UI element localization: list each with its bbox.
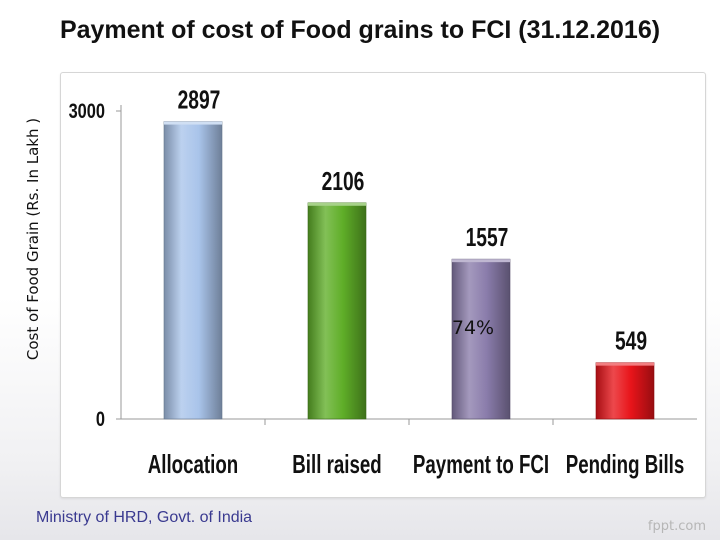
x-tick-label: Payment to FCI: [413, 449, 549, 479]
bar-bill-raised: [307, 202, 367, 420]
bar-top-highlight: [452, 259, 510, 263]
data-label: 2897: [178, 85, 221, 115]
slide-title: Payment of cost of Food grains to FCI (3…: [59, 16, 661, 44]
data-label: 549: [615, 326, 647, 356]
bar-annotation: 74%: [452, 317, 494, 339]
y-axis-label: Cost of Food Grain (Rs. In Lakh ): [24, 117, 42, 361]
bar-top-highlight: [164, 121, 222, 125]
bar-chart: 0 3000 2897 Allocation 2106 Bill raised 1557 P…: [69, 85, 697, 479]
bar-allocation: [163, 121, 223, 420]
y-tick-label: 3000: [69, 99, 105, 122]
data-label: 1557: [466, 222, 509, 252]
bar-pending-bills: [595, 362, 655, 420]
x-tick-label: Allocation: [148, 449, 238, 479]
y-tick-label: 0: [96, 407, 105, 430]
data-label: 2106: [322, 166, 365, 196]
x-tick-label: Bill raised: [292, 449, 381, 479]
bar-top-highlight: [596, 362, 654, 366]
chart-panel: 0 3000 2897 Allocation 2106 Bill raised 1557 P…: [60, 72, 706, 498]
bar-top-highlight: [308, 202, 366, 206]
watermark: fppt.com: [647, 519, 706, 534]
x-tick-label: Pending Bills: [566, 449, 685, 479]
bar-payment-to-fci: [451, 258, 511, 420]
footer-credit: Ministry of HRD, Govt. of India: [36, 509, 253, 526]
